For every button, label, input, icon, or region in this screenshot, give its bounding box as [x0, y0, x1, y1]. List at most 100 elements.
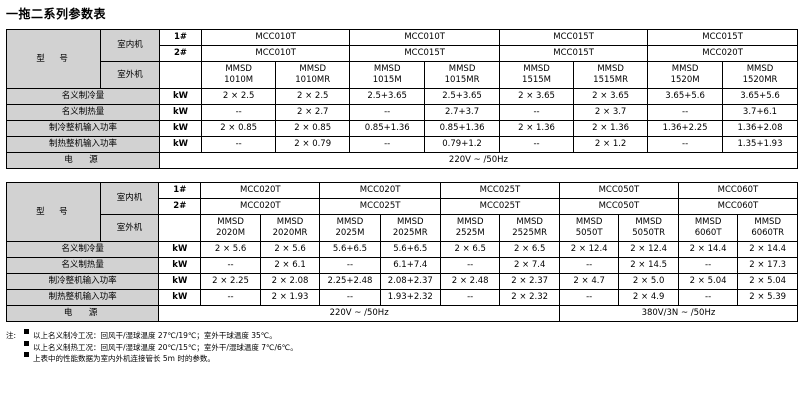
table-cell: MCC025T [439, 198, 560, 215]
unit-cell: kW [158, 120, 203, 137]
table-cell: 1.35+1.93 [722, 136, 798, 153]
outdoor-model-line1: MMSD [217, 217, 244, 227]
bullet-icon [24, 352, 29, 357]
table-row: 2# MCC010T MCC015T MCC015T MCC020T [7, 45, 798, 62]
table-cell: MMSD 2020MR [259, 214, 321, 242]
table-cell: 2 × 1.93 [259, 289, 321, 306]
outdoor-model-line2: 2020MR [272, 228, 308, 238]
table-cell: -- [439, 257, 501, 274]
table-cell: MCC015T [349, 45, 500, 62]
table-cell: -- [349, 104, 426, 121]
table-cell: MMSD 1010M [201, 61, 277, 89]
table-1-wrapper: 型 号 室内机 1# MCC010T MCC010T MCC015T MCC01… [0, 29, 798, 169]
table-cell: -- [201, 136, 277, 153]
outdoor-model-line2: 1520M [670, 75, 700, 85]
table-cell: 2.5+3.65 [424, 88, 500, 105]
note-text: 以上名义制热工况：回风干/湿球温度 20℃/15℃；室外干/湿球温度 7℃/6℃… [33, 342, 298, 352]
outdoor-model-line2: 1010M [224, 75, 254, 85]
outdoor-model-line2: 1515MR [593, 75, 629, 85]
row-label-nominal-heating: 名义制热量 [6, 104, 160, 121]
table-cell: 2 × 2.5 [201, 88, 277, 105]
table-cell: MCC025T [319, 198, 441, 215]
table-cell: MMSD 1520MR [722, 61, 798, 89]
outdoor-model-line2: 1010MR [295, 75, 331, 85]
table-cell: MMSD 2525M [439, 214, 501, 242]
table-cell: 2 × 5.6 [200, 241, 261, 258]
outdoor-unit-label: 室外机 [99, 214, 160, 242]
table-cell: 2 × 14.4 [677, 241, 739, 258]
page-title: 一拖二系列参数表 [6, 7, 107, 21]
row-label-nominal-cooling: 名义制冷量 [5, 241, 160, 258]
outdoor-model-line2: 2525M [455, 228, 485, 238]
table-cell: 2 × 0.85 [275, 120, 351, 137]
table-cell: 2 × 1.2 [573, 136, 649, 153]
outdoor-model-line1: MMSD [456, 217, 484, 227]
table-cell: -- [558, 289, 620, 306]
outdoor-model-line2: 6060T [694, 228, 722, 238]
table-cell: 2 × 4.7 [558, 273, 620, 290]
table-cell: -- [319, 289, 381, 306]
outdoor-model-line1: MMSD [754, 217, 781, 227]
table-cell: MMSD 1515MR [573, 61, 649, 89]
outdoor-model-line2: 1015MR [444, 75, 480, 85]
table-cell: 2 × 6.5 [499, 241, 560, 258]
outdoor-model-line1: MMSD [336, 217, 364, 227]
table-cell: MCC020T [647, 45, 798, 62]
row-label-cooling-input: 制冷整机输入功率 [6, 120, 160, 137]
outdoor-model-line2: 2020M [216, 228, 246, 238]
table-cell: 2 × 1.36 [498, 120, 575, 137]
spec-table-1: 型 号 室内机 1# MCC010T MCC010T MCC015T MCC01… [5, 29, 798, 169]
row-label-heating-input: 制热整机输入功率 [6, 136, 160, 153]
table-cell: 2 × 3.7 [573, 104, 649, 121]
row-label-cooling-input: 制冷整机输入功率 [5, 273, 160, 290]
table-cell: 3.65+5.6 [722, 88, 798, 105]
indoor-unit-label: 室内机 [100, 29, 160, 62]
note-item: 注: 以上名义制冷工况：回风干/湿球温度 27℃/19℃；室外干球温度 35℃。 [6, 329, 798, 342]
notes-block: 注: 以上名义制冷工况：回风干/湿球温度 27℃/19℃；室外干球温度 35℃。… [6, 329, 798, 365]
table-cell: -- [677, 289, 739, 306]
unit-cell: kW [158, 136, 203, 153]
unit-cell: kW [158, 88, 203, 105]
table-cell: 2 × 7.4 [499, 257, 560, 274]
spec-table-2: 型 号 室内机 1# MCC020T MCC020T MCC025T MCC05… [5, 182, 798, 322]
table-cell: MMSD 1015MR [424, 61, 500, 89]
table-cell: 5.6+6.5 [319, 241, 381, 258]
note-text: 以上名义制冷工况：回风干/湿球温度 27℃/19℃；室外干球温度 35℃。 [33, 331, 277, 340]
table-cell: 0.85+1.36 [349, 120, 426, 137]
table-cell: MMSD 2525MR [499, 214, 560, 242]
table-cell: -- [319, 257, 381, 274]
outdoor-model-line2: 2025M [335, 228, 365, 238]
table-cell: 2 × 5.39 [737, 289, 798, 306]
bullet-icon [24, 340, 29, 346]
table-cell: -- [349, 136, 426, 153]
outdoor-model-line1: MMSD [597, 64, 624, 74]
indoor-unit-2-label: 2# [158, 198, 202, 215]
note-item: 以上名义制热工况：回风干/湿球温度 20℃/15℃；室外干/湿球温度 7℃/6℃… [6, 340, 798, 354]
table-cell: MCC020T [200, 182, 321, 199]
table-cell: 2 × 2.48 [439, 273, 501, 290]
table-cell: MMSD 6060TR [737, 214, 798, 242]
table-row: 制冷整机输入功率 kW 2 × 0.85 2 × 0.85 0.85+1.36 … [6, 120, 798, 137]
outdoor-model-line2: 1515M [522, 75, 552, 85]
table-cell: MMSD 5050T [558, 214, 620, 242]
table-cell: 2 × 5.04 [677, 273, 739, 290]
table-cell: 6.1+7.4 [379, 257, 441, 274]
table-row: 名义制冷量 kW 2 × 5.6 2 × 5.6 5.6+6.5 5.6+6.5… [5, 241, 798, 258]
table-cell: 2 × 12.4 [618, 241, 679, 258]
table-cell: MCC025T [439, 182, 560, 199]
outdoor-unit-label: 室外机 [100, 61, 160, 89]
table-cell: 1.93+2.32 [379, 289, 441, 306]
table-cell: MMSD 2020M [200, 214, 261, 242]
table-row: 制热整机输入功率 kW -- 2 × 0.79 -- 0.79+1.2 -- 2… [6, 136, 798, 153]
table-cell: 2 × 12.4 [558, 241, 620, 258]
table-cell: MMSD 1015M [349, 61, 426, 89]
bullet-icon [24, 329, 29, 334]
table-row: 型 号 室内机 1# MCC010T MCC010T MCC015T MCC01… [5, 29, 798, 89]
outdoor-model-line2: 6060TR [751, 228, 785, 238]
table-row: 名义制热量 kW -- 2 × 6.1 -- 6.1+7.4 -- 2 × 7.… [5, 257, 798, 274]
table-cell: MCC020T [319, 182, 441, 199]
table-cell: 2 × 5.6 [259, 241, 321, 258]
table-row: 2# MCC020T MCC025T MCC025T MCC050T MCC06… [7, 198, 798, 215]
indoor-unit-2-label: 2# [158, 45, 203, 62]
outdoor-model-line1: MMSD [671, 64, 699, 74]
